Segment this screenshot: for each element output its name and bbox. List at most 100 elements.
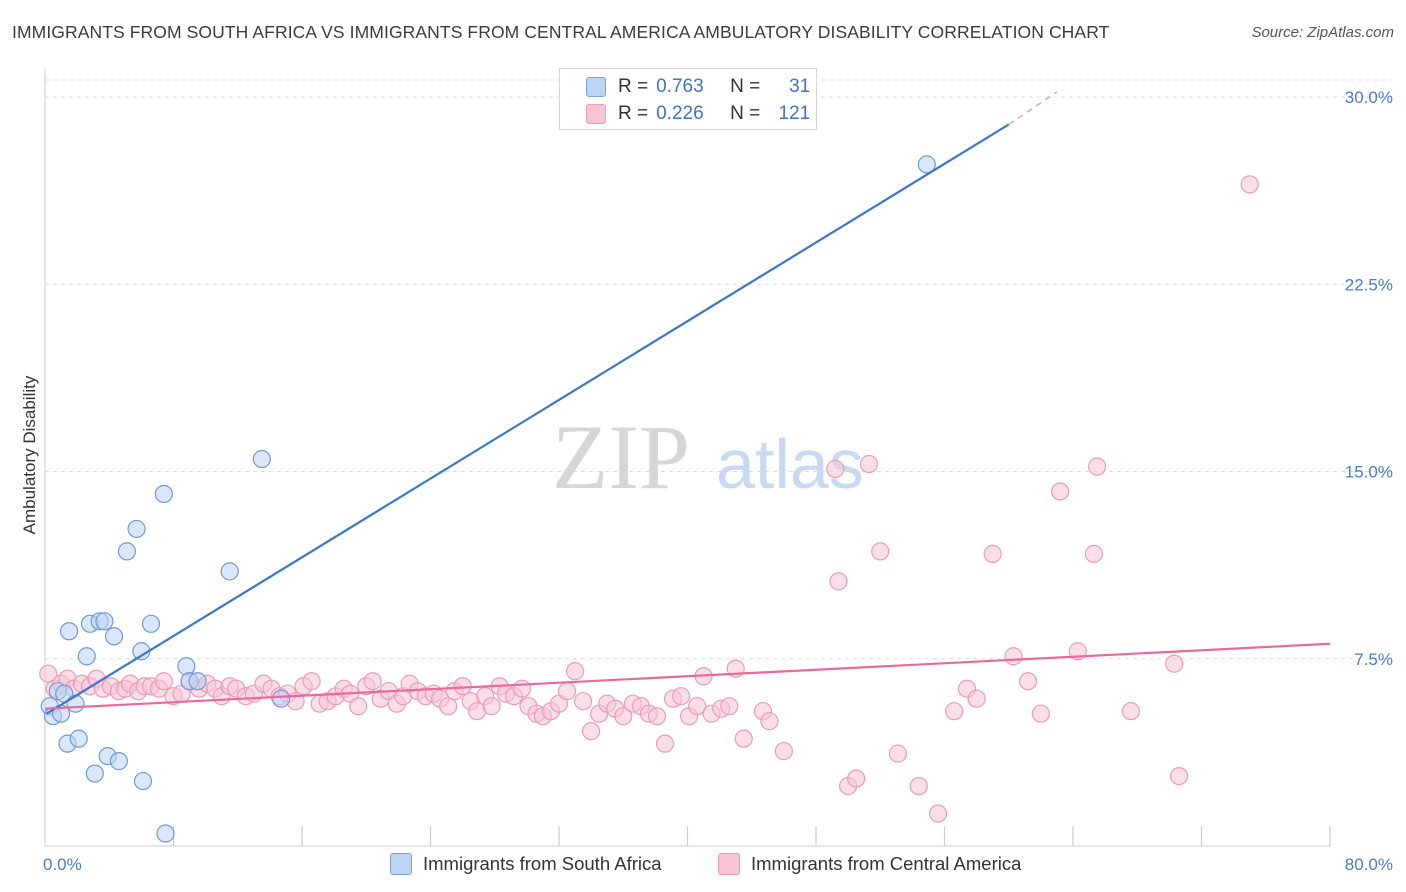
central-america-point xyxy=(1240,175,1259,194)
legend-n-label: N = xyxy=(730,76,761,97)
south-africa-point xyxy=(917,155,936,174)
legend-r-label: R = xyxy=(618,103,649,124)
trend-line-south-africa-extension xyxy=(1008,91,1058,126)
south-africa-point xyxy=(220,562,239,581)
bottom-legend-central-america: Immigrants from Central America xyxy=(718,852,1021,876)
central-america-point xyxy=(1084,544,1103,563)
central-america-point xyxy=(826,459,845,479)
x-tick-label: 80.0% xyxy=(1345,855,1393,874)
south-africa-point xyxy=(252,449,271,469)
central-america-point xyxy=(349,697,368,716)
central-america-point xyxy=(888,744,908,763)
central-america-point xyxy=(928,804,948,823)
central-america-point xyxy=(302,672,321,691)
legend-row-south-africa: R = 0.763 N = 31 xyxy=(586,75,810,99)
central-america-point xyxy=(512,679,532,698)
central-america-point xyxy=(760,712,779,731)
bottom-legend-swatch-blue xyxy=(390,853,412,875)
south-africa-point xyxy=(117,542,137,561)
central-america-point xyxy=(720,697,739,716)
central-america-point xyxy=(829,572,848,591)
central-america-point xyxy=(39,664,58,683)
south-africa-point xyxy=(127,519,146,539)
central-america-point xyxy=(1018,672,1038,691)
y-tick-label: 7.5% xyxy=(1354,650,1393,669)
south-africa-point xyxy=(85,764,104,783)
x-tick-labels: 0.0% 80.0% xyxy=(43,855,1393,874)
south-africa-point xyxy=(69,729,88,748)
south-africa-point xyxy=(141,614,161,633)
central-america-point xyxy=(871,542,890,561)
central-america-point xyxy=(1051,482,1070,501)
correlation-legend: R = 0.763 N = 31 R = 0.226 N = 121 xyxy=(559,68,817,130)
y-tick-labels: 7.5% 15.0% 22.5% 30.0% xyxy=(1345,88,1393,669)
y-axis-label: Ambulatory Disability xyxy=(20,375,39,534)
central-america-point xyxy=(1004,647,1023,666)
central-america-point xyxy=(967,689,986,708)
south-africa-point xyxy=(133,771,153,791)
central-america-point xyxy=(1087,457,1107,476)
trend-line-south-africa xyxy=(46,123,1010,715)
chart-title: IMMIGRANTS FROM SOUTH AFRICA VS IMMIGRAN… xyxy=(12,22,1110,42)
south-africa-point xyxy=(177,657,196,676)
source-label: Source: ZipAtlas.com xyxy=(1251,24,1394,41)
central-america-point xyxy=(565,662,585,681)
bottom-legend-swatch-pink xyxy=(718,853,740,875)
central-america-point xyxy=(363,672,382,691)
series-central-america-points xyxy=(39,175,1259,823)
south-africa-point xyxy=(59,622,79,641)
central-america-point xyxy=(1165,654,1184,673)
y-tick-label: 22.5% xyxy=(1345,275,1393,294)
south-africa-point xyxy=(272,689,291,708)
x-tick-label: 0.0% xyxy=(43,855,82,874)
bottom-legend-label-central-america: Immigrants from Central America xyxy=(751,853,1022,874)
central-america-point xyxy=(945,702,964,721)
bottom-legend-label-south-africa: Immigrants from South Africa xyxy=(423,853,662,874)
south-africa-point xyxy=(188,672,207,691)
series-south-africa-points xyxy=(40,155,936,843)
central-america-point xyxy=(847,769,866,788)
south-africa-point xyxy=(95,612,114,631)
legend-row-central-america: R = 0.226 N = 121 xyxy=(586,102,810,126)
central-america-point xyxy=(774,742,793,761)
legend-n-label: N = xyxy=(730,103,761,124)
grid-lines xyxy=(45,79,1392,660)
central-america-point xyxy=(614,707,633,726)
central-america-point xyxy=(1121,702,1140,721)
central-america-point xyxy=(655,734,675,753)
south-africa-point xyxy=(104,627,124,646)
legend-r-value: 0.763 xyxy=(656,76,704,97)
watermark-zip: ZIP xyxy=(552,406,690,508)
central-america-point xyxy=(482,697,501,716)
central-america-point xyxy=(688,697,707,716)
central-america-point xyxy=(983,544,1002,563)
legend-n-value: 31 xyxy=(789,76,811,97)
legend-swatch-pink xyxy=(586,104,606,124)
central-america-point xyxy=(582,722,601,741)
bottom-legend-south-africa: Immigrants from South Africa xyxy=(390,852,662,876)
central-america-point xyxy=(1031,704,1050,723)
y-tick-label: 30.0% xyxy=(1345,88,1393,107)
south-africa-point xyxy=(77,647,96,666)
central-america-point xyxy=(859,454,879,474)
watermark: ZIP atlas xyxy=(552,406,864,508)
central-america-point xyxy=(734,729,753,748)
trend-lines xyxy=(44,91,1331,715)
central-america-point xyxy=(439,697,458,716)
central-america-point xyxy=(671,687,691,706)
south-africa-point xyxy=(66,694,85,713)
south-africa-point xyxy=(154,484,173,504)
legend-r-value: 0.226 xyxy=(656,103,704,124)
central-america-point xyxy=(909,776,928,796)
central-america-point xyxy=(647,707,667,726)
central-america-point xyxy=(1169,766,1189,786)
central-america-point xyxy=(557,682,577,701)
south-africa-point xyxy=(156,824,175,843)
y-tick-label: 15.0% xyxy=(1345,463,1393,482)
legend-swatch-blue xyxy=(586,77,606,97)
south-africa-point xyxy=(109,752,128,771)
legend-r-label: R = xyxy=(618,76,649,97)
trend-line-central-america xyxy=(44,642,1331,710)
central-america-point xyxy=(154,672,173,691)
